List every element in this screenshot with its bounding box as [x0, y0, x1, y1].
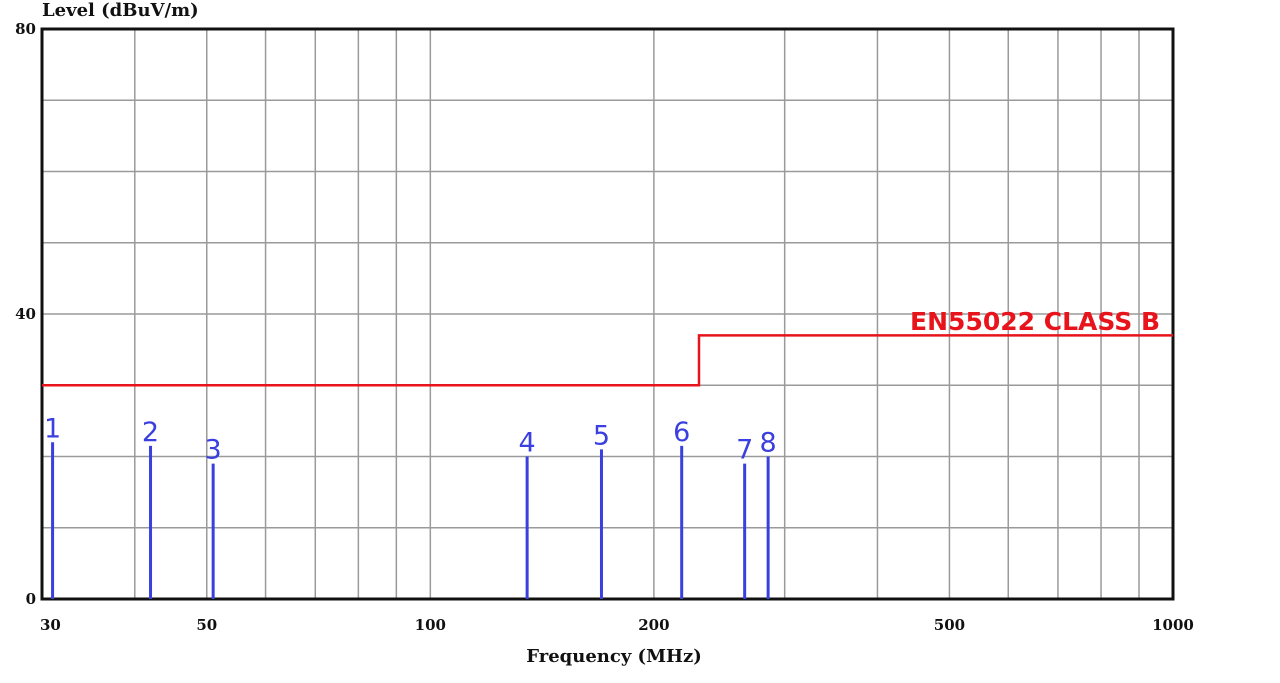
- y-tick-label: 0: [26, 590, 36, 608]
- marker-label: 1: [44, 413, 61, 444]
- marker-label: 5: [593, 420, 610, 451]
- emission-markers: 1 2 3 4 5 6 7 8: [44, 413, 777, 599]
- y-tick-label: 40: [15, 305, 36, 323]
- marker-label: 4: [519, 428, 536, 459]
- y-tick-label: 80: [15, 20, 36, 38]
- x-tick-label: 50: [196, 616, 217, 634]
- x-axis-title: Frequency (MHz): [526, 646, 701, 667]
- x-tick-label: 500: [934, 616, 965, 634]
- x-tick-label: 200: [638, 616, 669, 634]
- marker-label: 2: [142, 417, 159, 448]
- marker-label: 3: [205, 435, 222, 466]
- x-tick-label: 1000: [1152, 616, 1194, 634]
- marker-label: 6: [673, 417, 690, 448]
- x-tick-label: 100: [415, 616, 446, 634]
- marker-label: 7: [736, 435, 753, 466]
- limit-line-label: EN55022 CLASS B: [910, 307, 1160, 336]
- x-tick-label: 30: [40, 616, 61, 634]
- y-axis-ticks: 0 40 80: [15, 20, 36, 608]
- limit-line-en55022-class-b: [42, 334, 1173, 387]
- marker-label: 8: [760, 428, 777, 459]
- y-axis-title: Level (dBuV/m): [42, 0, 199, 21]
- plot-frame: [40, 27, 1175, 601]
- x-axis-ticks: 30 50 100 200 500 1000: [40, 616, 1194, 634]
